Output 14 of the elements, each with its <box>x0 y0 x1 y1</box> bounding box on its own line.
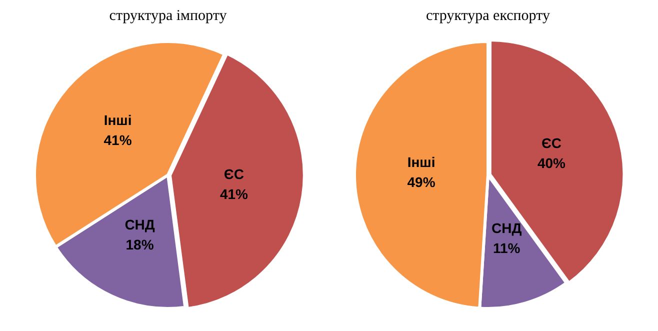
slice-label: Інші <box>407 154 436 170</box>
data-label: 11% <box>493 240 521 256</box>
data-label: 49% <box>407 174 436 190</box>
slice-label: ЄС <box>224 166 244 182</box>
data-label: 40% <box>537 155 566 172</box>
slice-label: СНД <box>492 220 522 236</box>
slice-label: ЄС <box>541 135 562 152</box>
chart-title: структура експорту <box>425 8 551 26</box>
data-label: 41% <box>104 132 132 148</box>
data-label: 18% <box>126 236 154 252</box>
slice-label: СНД <box>124 216 155 232</box>
data-label: 41% <box>220 186 249 202</box>
chart-title: структура імпорту <box>108 8 228 26</box>
slice-label: Інші <box>104 112 132 128</box>
